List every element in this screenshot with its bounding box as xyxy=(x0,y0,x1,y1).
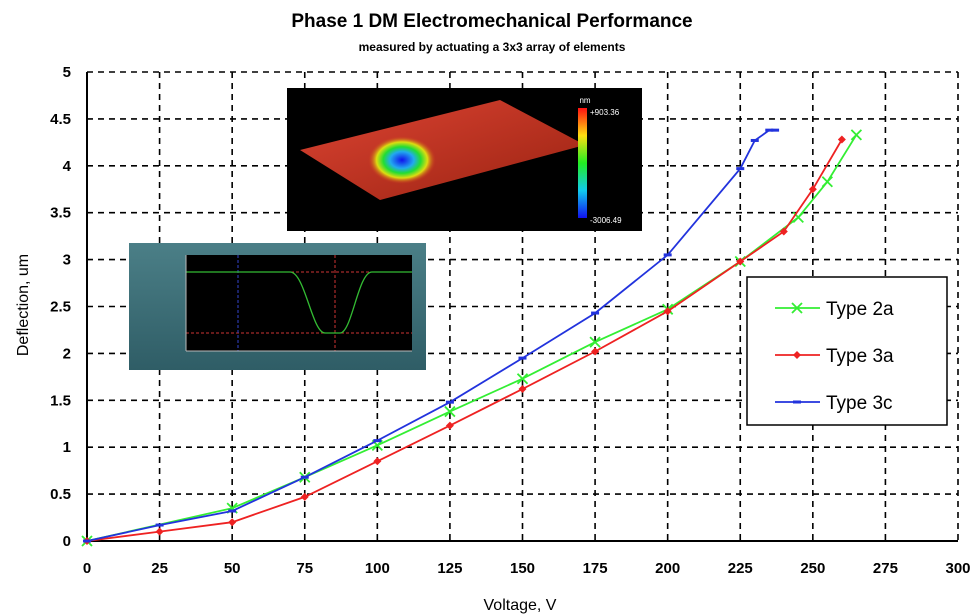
y-tick-label: 2 xyxy=(63,345,71,362)
x-tick-label: 175 xyxy=(583,560,608,577)
y-tick-label: 5 xyxy=(63,64,71,81)
profile-plot-inset xyxy=(129,243,426,370)
legend-label: Type 3a xyxy=(826,346,894,367)
y-tick-label: 3.5 xyxy=(50,205,71,222)
data-point-x xyxy=(444,405,456,418)
colorbar-unit: nm xyxy=(579,96,590,105)
series-group xyxy=(81,128,863,547)
data-point-dash xyxy=(228,509,237,513)
y-axis-label: Deflection, um xyxy=(15,254,32,356)
chart-subtitle: measured by actuating a 3x3 array of ele… xyxy=(359,40,626,54)
data-point-x xyxy=(791,302,803,314)
x-tick-label: 100 xyxy=(365,560,390,577)
data-point-diamond xyxy=(837,135,846,144)
data-point-dash xyxy=(373,439,382,443)
y-tick-label: 0.5 xyxy=(50,486,71,503)
data-point-diamond xyxy=(445,421,454,430)
y-tick-label: 1 xyxy=(63,439,71,456)
data-point-dash xyxy=(83,539,91,543)
y-tick-label: 3 xyxy=(63,252,71,269)
y-tick-label: 2.5 xyxy=(50,299,71,316)
colorbar-top-label: +903.36 xyxy=(590,108,620,117)
x-tick-label: 225 xyxy=(728,560,753,577)
data-point-diamond xyxy=(518,385,527,394)
data-point-dash xyxy=(750,138,759,142)
y-tick-label: 1.5 xyxy=(50,392,71,409)
series-type-3c xyxy=(83,128,780,543)
data-point-diamond xyxy=(779,227,788,236)
data-point-diamond xyxy=(793,351,801,359)
x-tick-label: 125 xyxy=(437,560,462,577)
x-tick-label: 0 xyxy=(83,560,91,577)
y-tick-label: 0 xyxy=(63,533,71,550)
data-point-dash xyxy=(793,400,801,404)
series-type-3a xyxy=(83,135,846,545)
data-point-dash xyxy=(155,523,164,527)
data-point-dash xyxy=(518,356,527,360)
data-point-x xyxy=(821,176,833,188)
data-point-diamond xyxy=(736,257,745,266)
legend-label: Type 2a xyxy=(826,299,894,320)
data-point-diamond xyxy=(155,527,164,536)
data-point-dash xyxy=(765,128,774,132)
x-tick-labels: 0 25 50 75 100 125 150 175 200 225 250 275 300 xyxy=(83,560,971,577)
data-point-dash xyxy=(663,253,672,257)
x-tick-label: 300 xyxy=(945,560,970,577)
x-tick-label: 250 xyxy=(800,560,825,577)
chart-title: Phase 1 DM Electromechanical Performance xyxy=(291,11,692,32)
y-tick-label: 4.5 xyxy=(50,111,71,128)
x-tick-label: 150 xyxy=(510,560,535,577)
data-point-dash xyxy=(591,311,600,315)
x-axis-label: Voltage, V xyxy=(484,597,557,614)
data-point-diamond xyxy=(300,492,309,501)
data-point-diamond xyxy=(591,347,600,356)
data-point-diamond xyxy=(663,307,672,316)
x-tick-label: 25 xyxy=(151,560,168,577)
data-point-x xyxy=(589,336,601,348)
x-tick-label: 75 xyxy=(296,560,313,577)
axes xyxy=(86,72,958,542)
data-point-dash xyxy=(445,400,454,404)
x-tick-label: 50 xyxy=(224,560,241,577)
data-point-x xyxy=(516,373,529,385)
data-point-dash xyxy=(736,167,745,171)
x-tick-label: 275 xyxy=(873,560,898,577)
data-point-diamond xyxy=(228,518,237,527)
data-point-dash xyxy=(300,475,309,479)
colorbar xyxy=(578,108,587,218)
legend-item: Type 2a xyxy=(775,299,894,320)
y-tick-labels: 0 0.5 1 1.5 2 2.5 3 3.5 4 4.5 5 xyxy=(50,64,72,550)
data-point-dash xyxy=(771,128,780,132)
data-point-x xyxy=(850,129,863,141)
surface-plot-inset: nm +903.36 -3006.49 xyxy=(287,88,642,231)
y-tick-label: 4 xyxy=(63,158,72,175)
legend-item: Type 3a xyxy=(775,346,894,367)
legend: Type 2a Type 3a Type 3c xyxy=(746,276,948,426)
data-point-diamond xyxy=(808,185,817,194)
data-point-diamond xyxy=(373,457,382,466)
x-tick-label: 200 xyxy=(655,560,680,577)
legend-label: Type 3c xyxy=(826,393,893,414)
colorbar-bottom-label: -3006.49 xyxy=(590,216,622,225)
legend-item: Type 3c xyxy=(775,393,893,414)
